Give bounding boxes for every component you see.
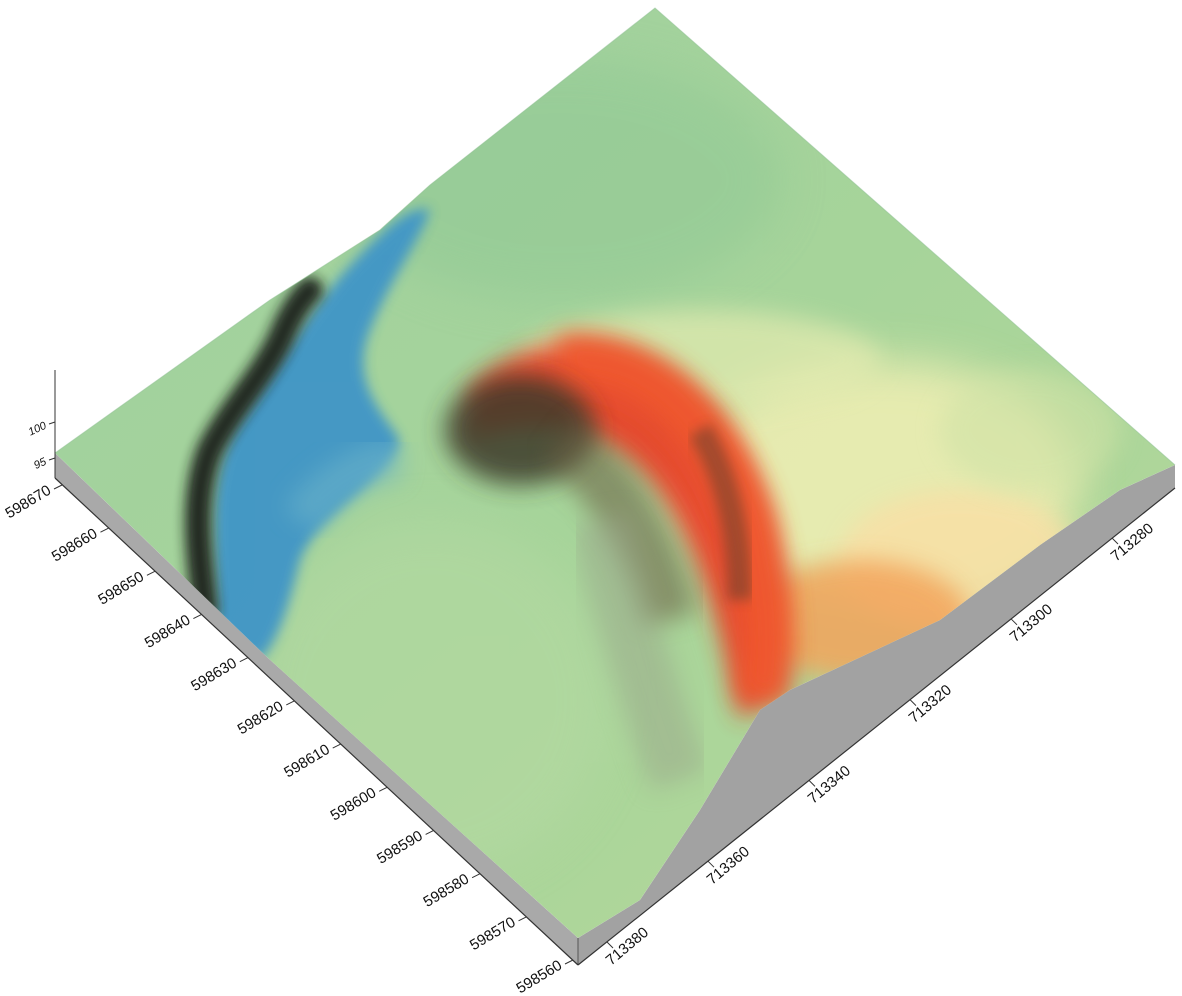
y-tick-label: 598630: [188, 655, 240, 695]
z-tick-label: 100: [27, 419, 50, 438]
x-tick-mark: [606, 941, 614, 949]
y-tick-label: 598570: [467, 914, 519, 954]
y-tick-label: 598650: [95, 568, 147, 608]
z-tick-mark: [48, 457, 56, 461]
x-tick-mark: [1111, 537, 1119, 545]
y-tick-label: 598560: [513, 957, 565, 996]
y-tick-mark: [193, 614, 202, 619]
left-side-face: [55, 453, 578, 965]
y-tick-mark: [53, 484, 63, 490]
y-tick-mark: [564, 959, 574, 965]
y-tick-label: 598660: [49, 525, 101, 565]
terrain-surface: [55, 8, 1175, 938]
y-tick-mark: [146, 570, 156, 576]
y-tick-mark: [518, 916, 527, 922]
y-tick-label: 598600: [328, 784, 380, 824]
x-tick-mark: [707, 860, 715, 868]
x-tick-mark: [909, 699, 917, 706]
x-tick-mark: [808, 780, 816, 787]
y-tick-label: 598610: [281, 741, 333, 781]
left-bottom-edge: [54, 477, 579, 966]
y-tick-mark: [471, 873, 481, 879]
y-tick-label: 598580: [420, 870, 472, 910]
right-side-face: [578, 465, 1175, 965]
y-tick-mark: [425, 830, 434, 835]
z-axis: 95 100: [27, 370, 56, 478]
z-tick-mark: [48, 421, 56, 425]
y-tick-mark: [100, 527, 109, 533]
surface-outline: [54, 7, 1176, 466]
y-tick-label: 598620: [235, 698, 287, 738]
z-tick-label: 95: [32, 455, 49, 471]
y-tick-label: 598640: [142, 611, 194, 651]
y-tick-mark: [239, 657, 249, 663]
y-tick-mark: [332, 743, 341, 749]
y-tick-label: 598590: [374, 827, 426, 867]
y-tick-mark: [378, 786, 388, 792]
right-bottom-edge: [577, 487, 1176, 966]
x-tick-mark: [1010, 618, 1018, 626]
y-tick-label: 598670: [2, 482, 54, 522]
y-tick-mark: [286, 700, 295, 706]
